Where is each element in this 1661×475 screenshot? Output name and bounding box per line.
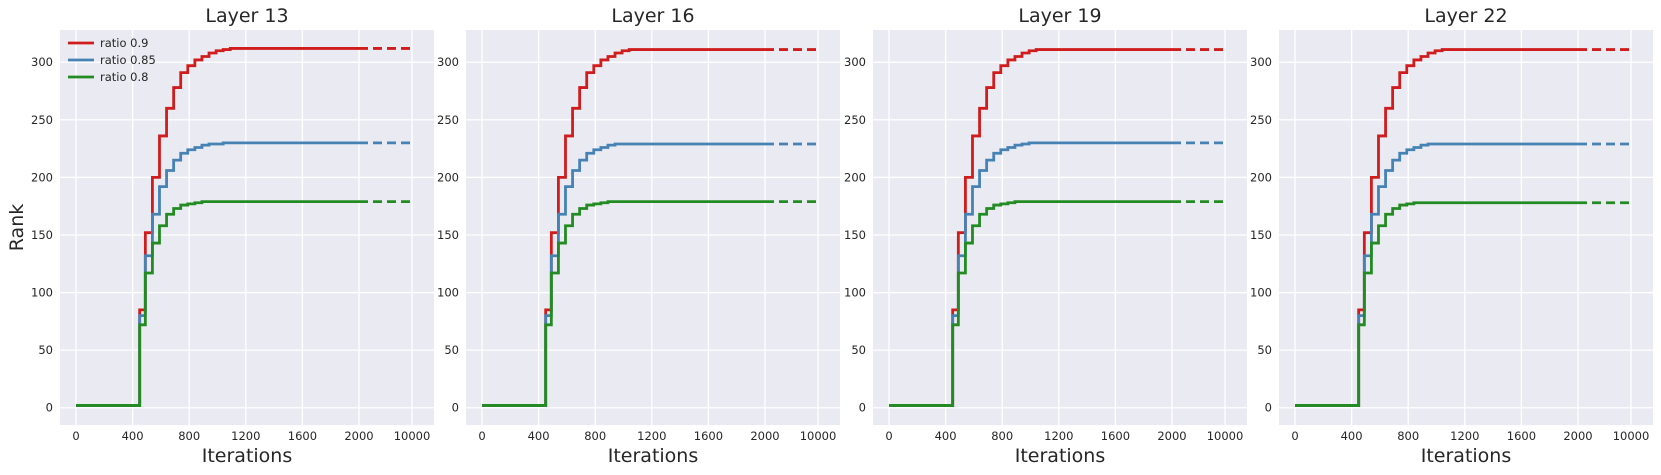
x-tick-label: 400 [935, 429, 957, 443]
x-tick-label: 1200 [1450, 429, 1479, 443]
chart-title: Layer 22 [1424, 5, 1507, 27]
y-tick-label: 150 [844, 228, 866, 242]
y-tick-label: 50 [1257, 343, 1272, 357]
y-tick-label: 250 [31, 113, 53, 127]
legend-label: ratio 0.8 [100, 70, 148, 84]
chart-panel-2: 0 50 100 150 200 250 300 0 400 800 1200 1600 2000 100… [437, 5, 840, 467]
y-tick-label: 150 [31, 228, 53, 242]
x-tick-label: 400 [1341, 429, 1363, 443]
y-tick-label: 0 [46, 401, 53, 415]
y-tick-label: 150 [1250, 228, 1272, 242]
x-tick-label: 1600 [1507, 429, 1536, 443]
y-tick-label: 100 [844, 286, 866, 300]
x-tick-label: 1200 [1044, 429, 1073, 443]
x-axis-label: Iterations [1015, 445, 1106, 467]
chart-panel-4: 0 50 100 150 200 250 300 0 400 800 1200 1600 2000 100… [1250, 5, 1653, 467]
x-tick-label: 0 [72, 429, 79, 443]
plot-area [466, 30, 840, 425]
x-tick-label: 800 [178, 429, 200, 443]
y-tick-label: 50 [444, 343, 459, 357]
y-tick-label: 250 [844, 113, 866, 127]
chart-title: Layer 16 [611, 5, 694, 27]
y-tick-label: 150 [437, 228, 459, 242]
x-tick-label: 0 [885, 429, 892, 443]
chart-title: Layer 13 [205, 5, 288, 27]
x-tick-label: 2000 [344, 429, 373, 443]
y-tick-label: 300 [31, 55, 53, 69]
x-tick-label: 2000 [750, 429, 779, 443]
series-line-solid [889, 200, 1172, 407]
x-axis-label: Iterations [608, 445, 699, 467]
plot-area [873, 30, 1247, 425]
plot-area [1279, 30, 1653, 425]
x-tick-label: 800 [991, 429, 1013, 443]
x-axis-label: Iterations [1421, 445, 1512, 467]
plot-area [60, 30, 434, 425]
x-axis-label: Iterations [202, 445, 293, 467]
y-tick-label: 200 [31, 170, 53, 184]
x-tick-label: 800 [1397, 429, 1419, 443]
series-line-solid [76, 47, 359, 407]
y-tick-label: 100 [31, 286, 53, 300]
chart-panel-1: 0 50 100 150 200 250 300 0 400 800 1200 1600 2000 100… [6, 5, 434, 467]
y-tick-label: 100 [1250, 286, 1272, 300]
x-tick-label: 1600 [288, 429, 317, 443]
y-tick-label: 100 [437, 286, 459, 300]
x-tick-label: 1600 [694, 429, 723, 443]
y-tick-label: 50 [38, 343, 53, 357]
y-axis-label: Rank [6, 204, 28, 251]
series-line-solid [1295, 201, 1578, 407]
x-tick-label: 0 [1291, 429, 1298, 443]
x-tick-label: 1600 [1101, 429, 1130, 443]
series-line-solid [1295, 48, 1578, 407]
series-line-solid [889, 48, 1172, 407]
x-tick-label: 10000 [800, 429, 837, 443]
y-tick-label: 250 [437, 113, 459, 127]
x-tick-label: 800 [584, 429, 606, 443]
x-tick-label: 2000 [1563, 429, 1592, 443]
x-tick-label: 400 [122, 429, 144, 443]
y-tick-label: 200 [437, 170, 459, 184]
x-tick-label: 10000 [1207, 429, 1244, 443]
y-tick-label: 300 [844, 55, 866, 69]
y-tick-label: 0 [452, 401, 459, 415]
x-tick-label: 1200 [637, 429, 666, 443]
y-tick-label: 50 [851, 343, 866, 357]
x-tick-label: 400 [528, 429, 550, 443]
chart-panel-3: 0 50 100 150 200 250 300 0 400 800 1200 1600 2000 100… [844, 5, 1247, 467]
legend-label: ratio 0.9 [100, 36, 148, 50]
y-tick-label: 200 [1250, 170, 1272, 184]
legend-label: ratio 0.85 [100, 53, 156, 67]
y-tick-label: 300 [1250, 55, 1272, 69]
x-tick-label: 2000 [1157, 429, 1186, 443]
legend: ratio 0.9 ratio 0.85 ratio 0.8 [68, 36, 156, 84]
x-tick-label: 10000 [1613, 429, 1650, 443]
y-tick-label: 0 [1265, 401, 1272, 415]
series-line-solid [482, 200, 765, 407]
x-tick-label: 0 [478, 429, 485, 443]
x-tick-label: 1200 [231, 429, 260, 443]
y-tick-label: 250 [1250, 113, 1272, 127]
x-tick-label: 10000 [394, 429, 431, 443]
y-tick-label: 300 [437, 55, 459, 69]
chart-title: Layer 19 [1018, 5, 1101, 27]
series-line-solid [76, 200, 359, 407]
y-tick-label: 200 [844, 170, 866, 184]
y-tick-label: 0 [859, 401, 866, 415]
